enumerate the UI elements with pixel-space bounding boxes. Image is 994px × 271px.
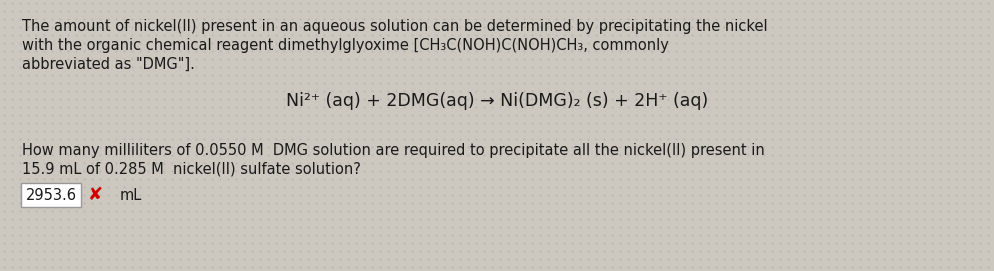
Text: with the organic chemical reagent dimethylglyoxime [CH₃C(NOH)C(NOH)CH₃, commonly: with the organic chemical reagent dimeth… bbox=[22, 38, 668, 53]
Text: 2953.6: 2953.6 bbox=[26, 188, 77, 202]
Text: The amount of nickel(II) present in an aqueous solution can be determined by pre: The amount of nickel(II) present in an a… bbox=[22, 19, 766, 34]
FancyBboxPatch shape bbox=[21, 183, 81, 207]
Text: ✘: ✘ bbox=[87, 186, 102, 204]
Text: 15.9 mL of 0.285 M  nickel(II) sulfate solution?: 15.9 mL of 0.285 M nickel(II) sulfate so… bbox=[22, 161, 361, 176]
Text: abbreviated as "DMG"].: abbreviated as "DMG"]. bbox=[22, 57, 195, 72]
Text: mL: mL bbox=[120, 188, 142, 202]
Text: Ni²⁺ (aq) + 2DMG(aq) → Ni(DMG)₂ (s) + 2H⁺ (aq): Ni²⁺ (aq) + 2DMG(aq) → Ni(DMG)₂ (s) + 2H… bbox=[285, 92, 708, 110]
Text: How many milliliters of 0.0550 M  DMG solution are required to precipitate all t: How many milliliters of 0.0550 M DMG sol… bbox=[22, 143, 764, 158]
